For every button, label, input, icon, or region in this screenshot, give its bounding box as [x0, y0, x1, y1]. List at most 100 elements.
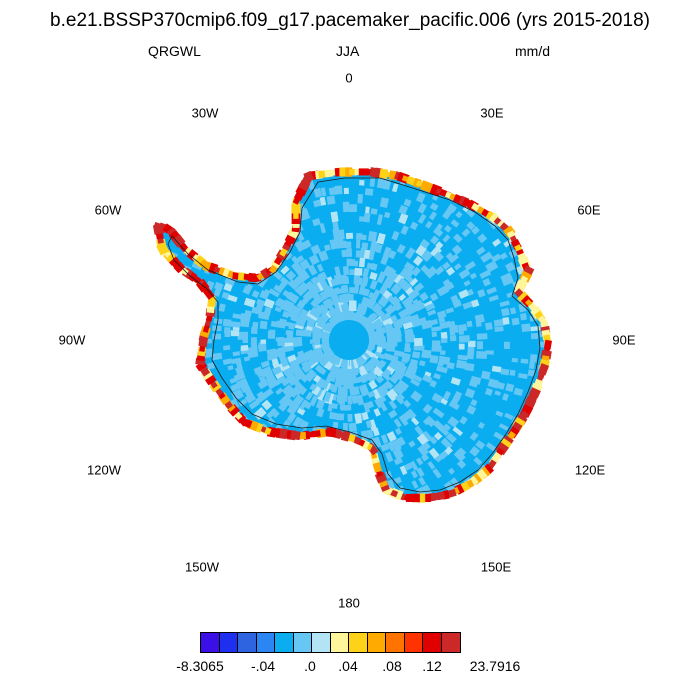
map-cell: [332, 403, 338, 410]
map-cell: [178, 294, 191, 303]
map-cell: [235, 366, 245, 376]
map-cell: [274, 306, 282, 313]
map-cell: [340, 284, 349, 294]
map-cell: [383, 352, 395, 362]
map-cell: [250, 464, 261, 476]
map-cell: [394, 427, 402, 436]
coastal-cell: [345, 167, 353, 177]
colorbar-swatch-2: [238, 633, 257, 652]
map-cell: [218, 256, 227, 265]
map-cell: [259, 161, 267, 170]
map-cell: [398, 485, 405, 494]
map-cell: [186, 432, 195, 440]
map-cell: [407, 264, 416, 272]
map-cell: [439, 350, 446, 356]
map-cell: [178, 373, 190, 381]
map-cell: [257, 490, 268, 498]
map-cell: [415, 302, 427, 312]
map-cell: [409, 148, 417, 160]
map-cell: [312, 218, 321, 227]
map-cell: [193, 220, 207, 233]
map-cell: [275, 387, 284, 396]
map-cell: [385, 346, 392, 352]
map-cell: [361, 411, 369, 421]
map-cell: [277, 340, 285, 347]
map-cell: [244, 493, 257, 498]
coastal-edge-cells: [152, 167, 552, 503]
map-cell: [320, 437, 328, 445]
lon-label-180: 180: [338, 595, 360, 611]
map-cell: [281, 396, 293, 408]
map-cell: [262, 199, 273, 209]
map-cell: [469, 431, 479, 442]
map-cell: [185, 409, 193, 417]
coastal-cell: [421, 494, 431, 502]
map-cell: [262, 288, 271, 298]
map-cell: [453, 263, 462, 271]
map-cell: [375, 244, 383, 254]
map-cell: [342, 160, 349, 167]
map-cell: [330, 476, 339, 487]
map-cell: [476, 333, 488, 340]
map-cell: [457, 354, 469, 361]
map-cell: [331, 530, 337, 538]
map-cell: [267, 240, 277, 251]
map-cell: [385, 365, 395, 375]
map-cell: [355, 485, 364, 496]
map-cell: [469, 446, 481, 457]
map-cell: [379, 384, 389, 395]
map-cell: [263, 481, 271, 491]
map-cell: [314, 519, 320, 530]
map-cell: [221, 209, 230, 218]
map-cell: [344, 151, 352, 158]
map-cell: [224, 192, 235, 203]
map-cell: [412, 351, 421, 359]
map-cell: [281, 360, 289, 368]
map-cell: [445, 307, 454, 314]
colorbar-label-max: 23.7916: [469, 658, 521, 674]
map-cell: [304, 280, 314, 290]
coastal-cell: [454, 483, 465, 495]
map-cell: [222, 318, 232, 327]
map-cell: [268, 329, 276, 336]
map-cell: [403, 369, 416, 380]
map-cell: [279, 509, 288, 519]
map-cell: [335, 522, 343, 527]
map-cell: [218, 303, 226, 312]
map-cell: [436, 310, 447, 319]
map-cell: [373, 408, 381, 417]
map-cell: [373, 304, 383, 315]
map-cell: [274, 447, 285, 458]
map-cell: [367, 231, 378, 243]
map-cell: [392, 447, 404, 460]
map-cell: [329, 411, 337, 420]
map-cell: [438, 316, 446, 324]
map-cell: [368, 249, 376, 261]
map-cell: [326, 286, 336, 297]
map-cell: [422, 374, 433, 384]
map-cell: [230, 184, 242, 197]
map-cell: [285, 388, 297, 400]
map-cell: [346, 293, 354, 302]
interior-pattern: [158, 141, 548, 538]
map-cell: [291, 261, 304, 275]
map-cell: [448, 253, 459, 264]
map-cell: [340, 141, 348, 149]
map-cell: [357, 365, 368, 378]
map-cell: [334, 266, 341, 277]
map-cell: [270, 320, 277, 328]
map-cell: [339, 404, 346, 410]
map-cell: [499, 252, 508, 260]
map-cell: [301, 269, 311, 280]
map-cell: [369, 240, 379, 252]
map-cell: [458, 343, 465, 350]
map-cell: [500, 368, 510, 376]
map-cell: [502, 393, 509, 401]
map-cell: [502, 317, 510, 325]
map-cell: [393, 301, 402, 310]
map-cell: [508, 249, 518, 259]
map-cell: [442, 208, 453, 220]
map-cell: [286, 401, 300, 416]
map-cell: [191, 261, 203, 271]
map-cell: [267, 417, 276, 426]
